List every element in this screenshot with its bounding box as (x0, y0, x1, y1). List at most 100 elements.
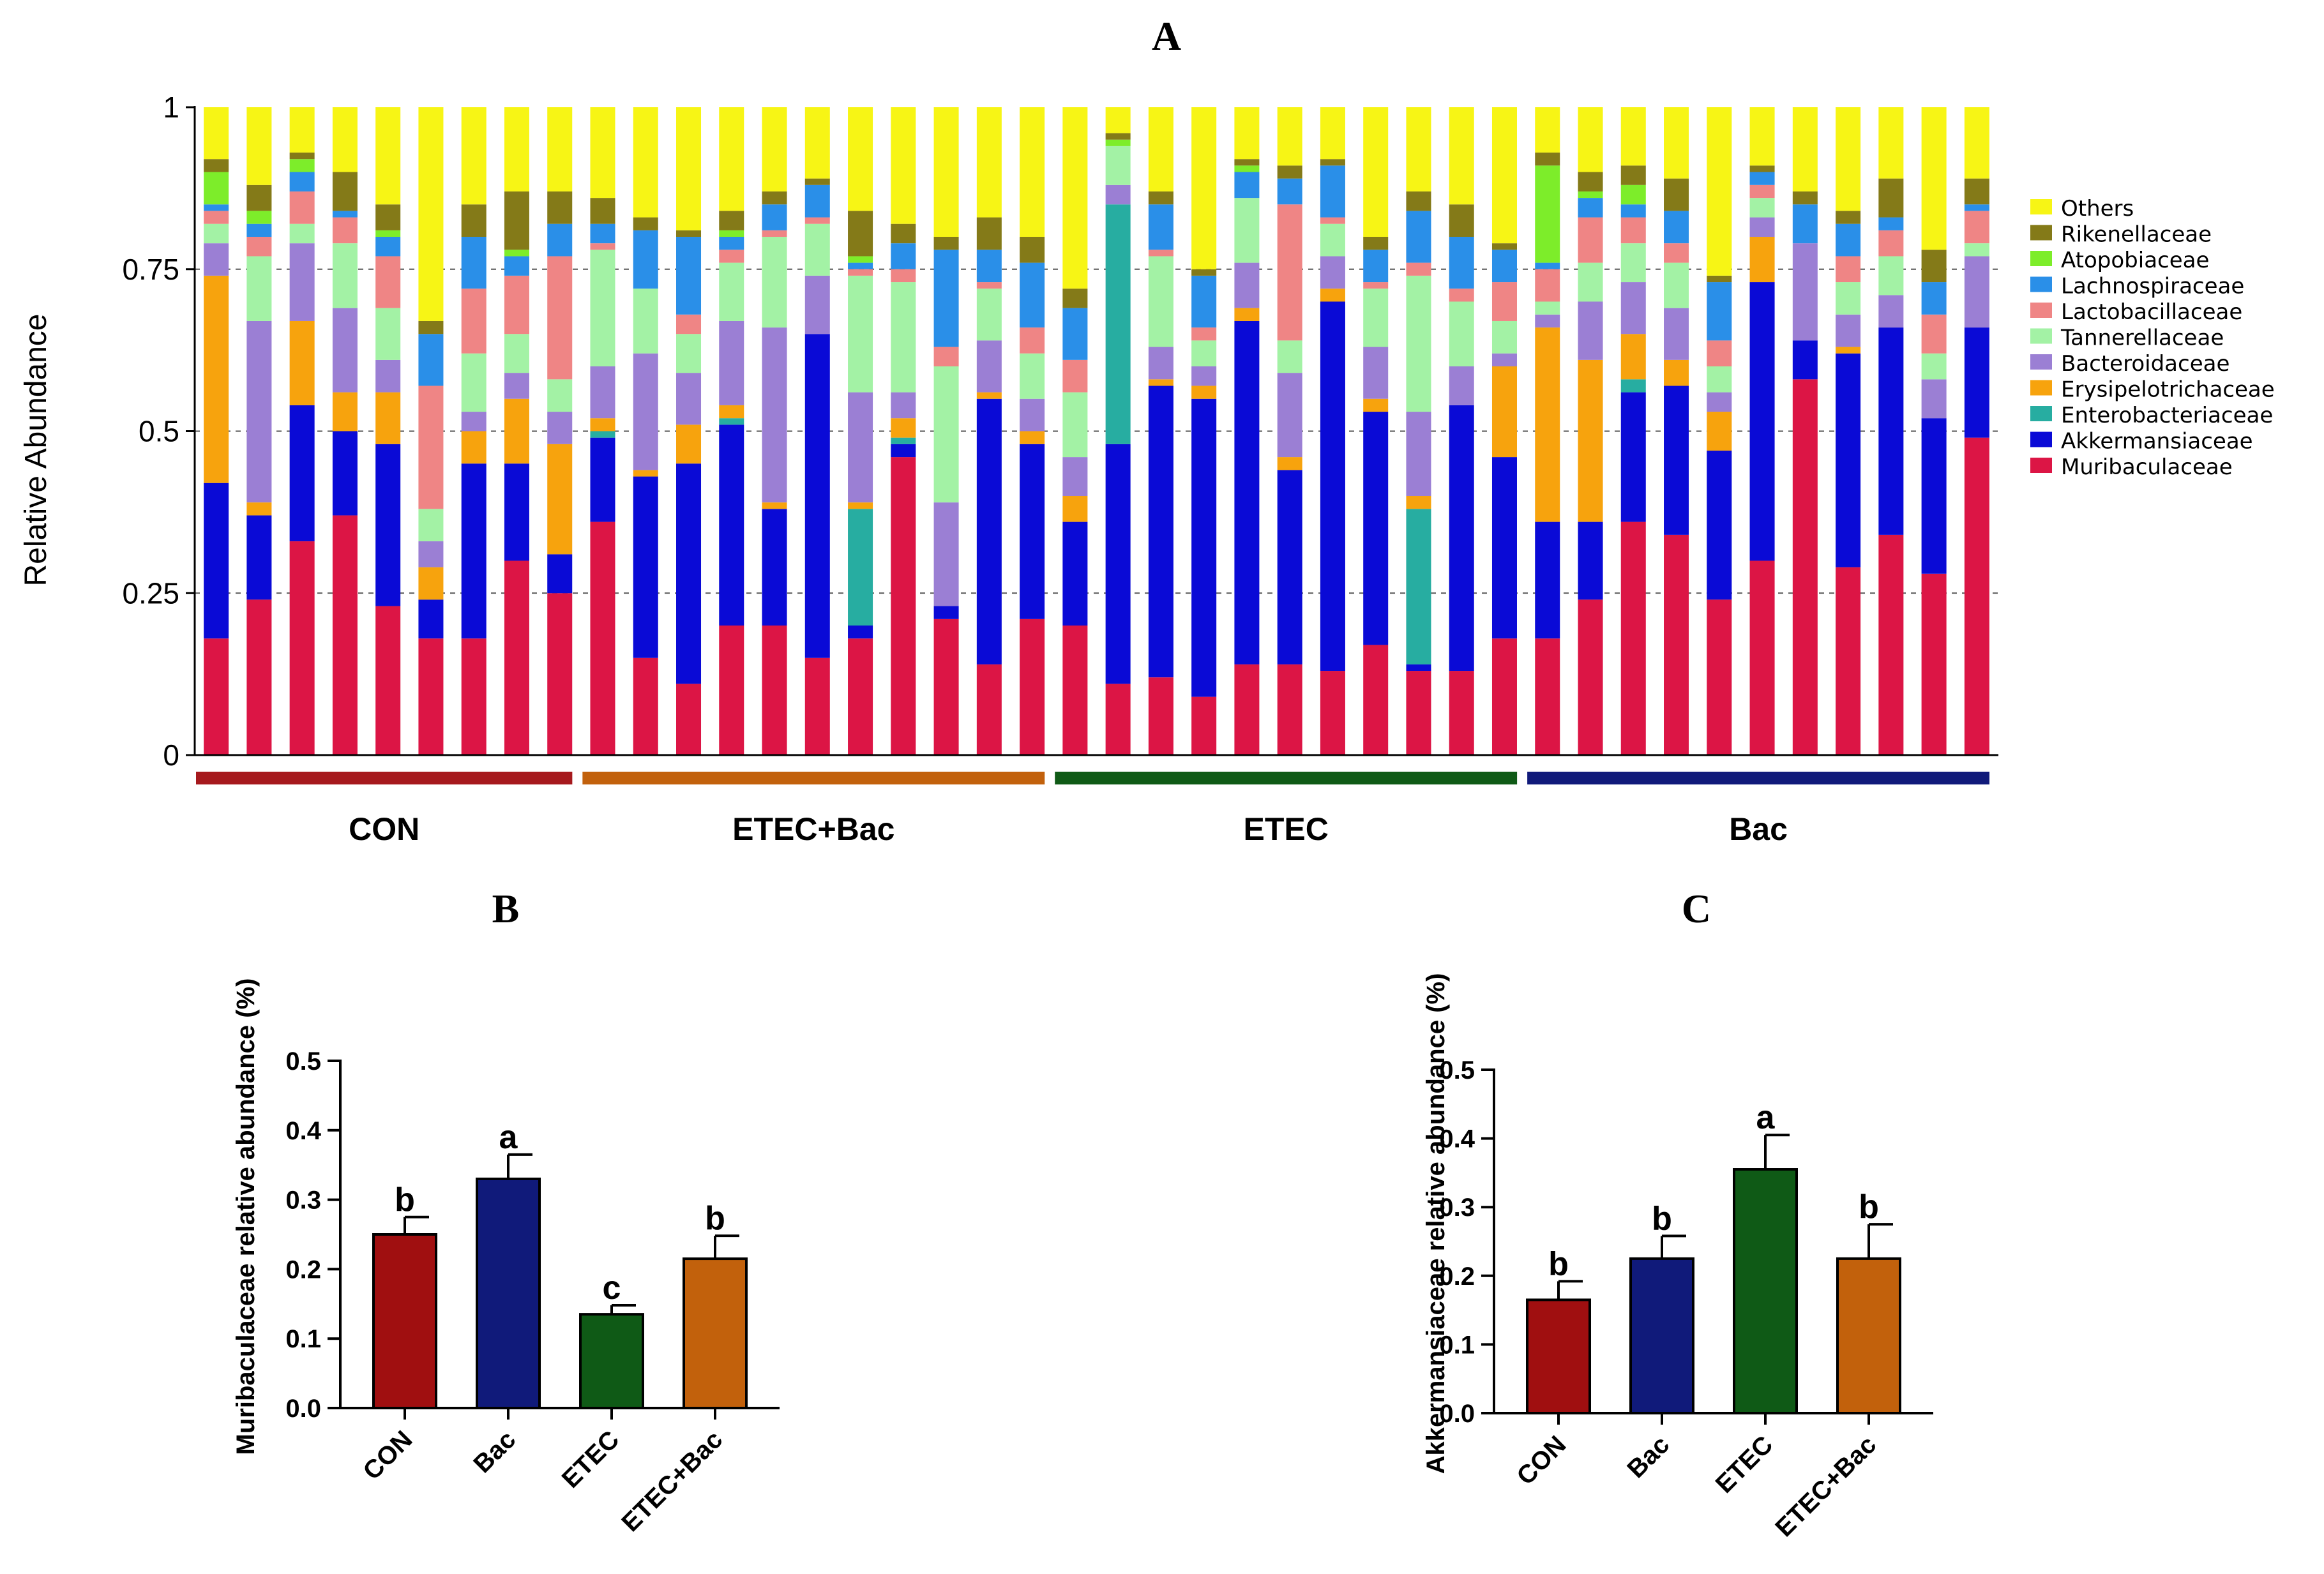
sample-bar (1149, 107, 1173, 755)
sample-bar (246, 107, 271, 755)
bar-segment-lachnospiraceae (762, 204, 787, 230)
bar-segment-lactobacillaceae (1707, 340, 1732, 366)
bar-segment-erysipelotrichaceae (1020, 431, 1045, 444)
bar-segment-erysipelotrichaceae (504, 399, 529, 464)
bar-segment-lactobacillaceae (375, 256, 400, 308)
bar-segment-lactobacillaceae (891, 269, 916, 282)
bar-segment-lachnospiraceae (590, 224, 615, 243)
bar-segment-tannerellaceae (1535, 302, 1560, 315)
legend-label: Erysipelotrichaceae (2061, 377, 2275, 403)
bar-segment-lachnospiraceae (891, 243, 916, 269)
group-label: ETEC+Bac (732, 811, 894, 847)
sample-bar (1793, 107, 1818, 755)
significance-letter: a (499, 1119, 518, 1156)
bar-segment-rikenellaceae (1836, 211, 1860, 223)
bar-segment-bacteroidaceae (762, 327, 787, 502)
sample-bar (1449, 107, 1474, 755)
bar-segment-bacteroidaceae (848, 393, 873, 503)
bar-segment-bacteroidaceae (1965, 256, 1989, 327)
bar-segment-lactobacillaceae (1020, 327, 1045, 354)
bar-segment-lactobacillaceae (805, 218, 830, 224)
bar-segment-lactobacillaceae (462, 289, 487, 354)
sample-bar (1836, 107, 1860, 755)
bar-segment-others (246, 107, 271, 185)
bar-segment-rikenellaceae (762, 191, 787, 204)
legend-label: Tannerellaceae (2060, 326, 2224, 351)
bar-segment-akkermansiaceae (1020, 444, 1045, 619)
bar-segment-rikenellaceae (1922, 250, 1947, 282)
y-tick-label: 0.2 (285, 1255, 321, 1284)
bar-segment-akkermansiaceae (1363, 412, 1388, 645)
bar-segment-rikenellaceae (1406, 191, 1431, 211)
x-tick-label: Bac (468, 1425, 521, 1478)
bar-segment-bacteroidaceae (1750, 218, 1775, 237)
bar-segment-erysipelotrichaceae (1492, 366, 1517, 457)
legend-label: Lactobacillaceae (2061, 299, 2242, 325)
sample-bar (1278, 107, 1302, 755)
legend-label: Muribaculaceae (2061, 454, 2233, 480)
y-tick-label: 0.5 (1439, 1056, 1475, 1084)
bar-segment-akkermansiaceae (204, 483, 229, 639)
bar-segment-muribaculaceae (762, 626, 787, 755)
bar-segment-tannerellaceae (1234, 198, 1259, 263)
bar-segment-others (1578, 107, 1603, 172)
bar-segment-erysipelotrichaceae (246, 502, 271, 515)
bar-segment-bacteroidaceae (676, 373, 701, 424)
y-tick-label: 0.5 (285, 1047, 321, 1076)
bar-segment-akkermansiaceae (590, 438, 615, 522)
bar-segment-muribaculaceae (934, 619, 959, 755)
bar-segment-others (1062, 107, 1087, 289)
sample-bar (1191, 107, 1216, 755)
group-bar-bac (1527, 772, 1989, 784)
bar-segment-atopobiaceae (1106, 140, 1131, 146)
bar-segment-tannerellaceae (1062, 393, 1087, 458)
bar-segment-akkermansiaceae (1106, 444, 1131, 684)
bar-segment-rikenellaceae (1750, 165, 1775, 172)
bar-segment-muribaculaceae (1449, 671, 1474, 755)
bar-segment-rikenellaceae (1191, 269, 1216, 276)
significance-letter: b (1859, 1188, 1879, 1225)
bar-segment-others (977, 107, 1002, 218)
bar-segment-tannerellaceae (375, 308, 400, 360)
bar-segment-bacteroidaceae (1793, 243, 1818, 340)
y-tick-label: 0.4 (285, 1117, 321, 1145)
bar-segment-muribaculaceae (1535, 638, 1560, 755)
bar-segment-muribaculaceae (1965, 438, 1989, 755)
bar-segment-tannerellaceae (1278, 340, 1302, 373)
bar-segment-lactobacillaceae (333, 218, 358, 244)
bar-segment-tannerellaceae (1363, 289, 1388, 347)
group-bars: CON ETEC+Bac ETEC Bac (196, 772, 1989, 847)
bar-segment-others (1621, 107, 1646, 165)
bar-segment-rikenellaceae (1878, 179, 1903, 218)
bar-segment-others (1965, 107, 1989, 179)
bar-segment-bacteroidaceae (1836, 315, 1860, 347)
bar-segment-erysipelotrichaceae (676, 424, 701, 463)
bar-segment-erysipelotrichaceae (1664, 360, 1689, 386)
legend-label: Akkermansiaceae (2061, 429, 2253, 454)
bar-segment-muribaculaceae (1320, 671, 1345, 755)
legend-swatch (2030, 406, 2052, 421)
bar-segment-akkermansiaceae (1707, 451, 1732, 599)
bar-segment-lactobacillaceae (504, 276, 529, 334)
bar-segment-others (1020, 107, 1045, 237)
bar-segment-rikenellaceae (1492, 243, 1517, 250)
bar-segment-akkermansiaceae (1664, 386, 1689, 534)
bar-segment-lactobacillaceae (762, 230, 787, 237)
bar-segment-lachnospiraceae (1836, 224, 1860, 257)
bar-segment-lachnospiraceae (375, 237, 400, 256)
bar-segment-rikenellaceae (1535, 153, 1560, 165)
bar-segment-tannerellaceae (934, 366, 959, 502)
legend-label: Bacteroidaceae (2061, 351, 2230, 377)
bar-segment-rikenellaceae (1106, 133, 1131, 140)
sample-bar (977, 107, 1002, 755)
bar-segment-tannerellaceae (1320, 224, 1345, 257)
bar-segment-muribaculaceae (719, 626, 744, 755)
bar-segment-tannerellaceae (1664, 263, 1689, 308)
group-label: ETEC (1243, 811, 1328, 847)
sample-bar (891, 107, 916, 755)
bar-segment-tannerellaceae (1106, 146, 1131, 185)
bar-segment-lactobacillaceae (934, 347, 959, 366)
bar-segment-bacteroidaceae (891, 393, 916, 419)
sample-bar (762, 107, 787, 755)
bar-segment-muribaculaceae (848, 638, 873, 755)
